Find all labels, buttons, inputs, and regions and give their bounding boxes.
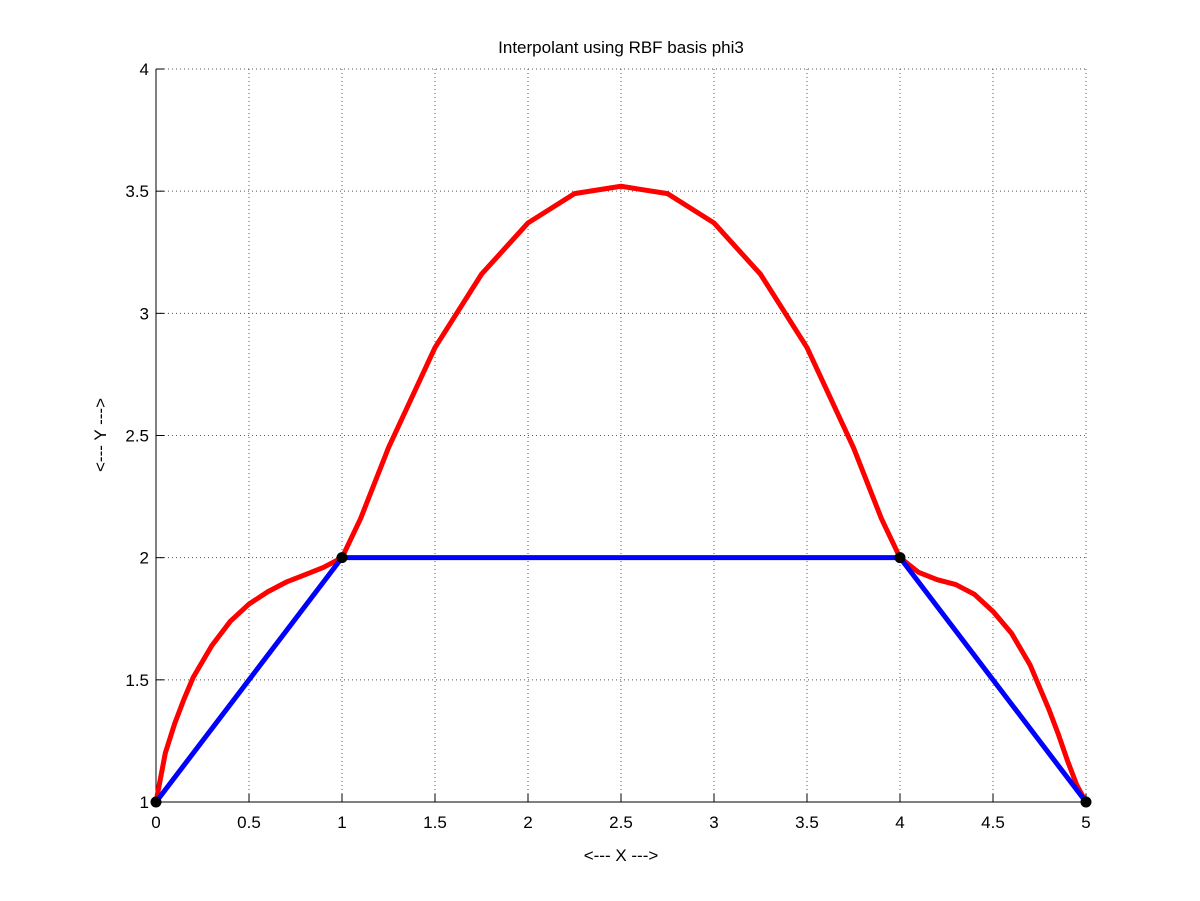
x-tick-label: 1.5 <box>423 813 447 832</box>
x-tick-label: 1 <box>337 813 346 832</box>
x-tick-label: 5 <box>1081 813 1090 832</box>
data-point <box>150 796 162 808</box>
tick-labels: 0 0.5 1 1.5 2 2.5 3 3.5 4 4.5 5 1 1.5 2 2.5 3 3.5 4 <box>125 60 1090 832</box>
data-point <box>336 552 348 564</box>
x-tick-label: 2.5 <box>609 813 633 832</box>
data-point <box>894 552 906 564</box>
y-tick-label: 3.5 <box>125 182 149 201</box>
x-tick-label: 0.5 <box>237 813 261 832</box>
x-tick-label: 3.5 <box>795 813 819 832</box>
data-point <box>1080 796 1092 808</box>
x-tick-label: 4.5 <box>981 813 1005 832</box>
y-tick-label: 1.5 <box>125 671 149 690</box>
y-tick-label: 3 <box>140 304 149 323</box>
x-tick-label: 2 <box>523 813 532 832</box>
x-tick-label: 4 <box>895 813 904 832</box>
series <box>153 183 1089 805</box>
y-tick-label: 4 <box>140 60 149 79</box>
x-axis-title: <--- X ---> <box>584 846 659 865</box>
x-tick-label: 3 <box>709 813 718 832</box>
y-tick-label: 2 <box>140 549 149 568</box>
data-points <box>150 552 1092 808</box>
x-tick-label: 0 <box>151 813 160 832</box>
y-tick-label: 2.5 <box>125 427 149 446</box>
series-line-piecewise-linear <box>153 555 1089 805</box>
y-axis-title: <--- Y ---> <box>91 398 110 472</box>
y-tick-label: 1 <box>140 793 149 812</box>
chart-title: Interpolant using RBF basis phi3 <box>498 38 744 57</box>
series-line-rbf-interpolant <box>153 183 1089 805</box>
